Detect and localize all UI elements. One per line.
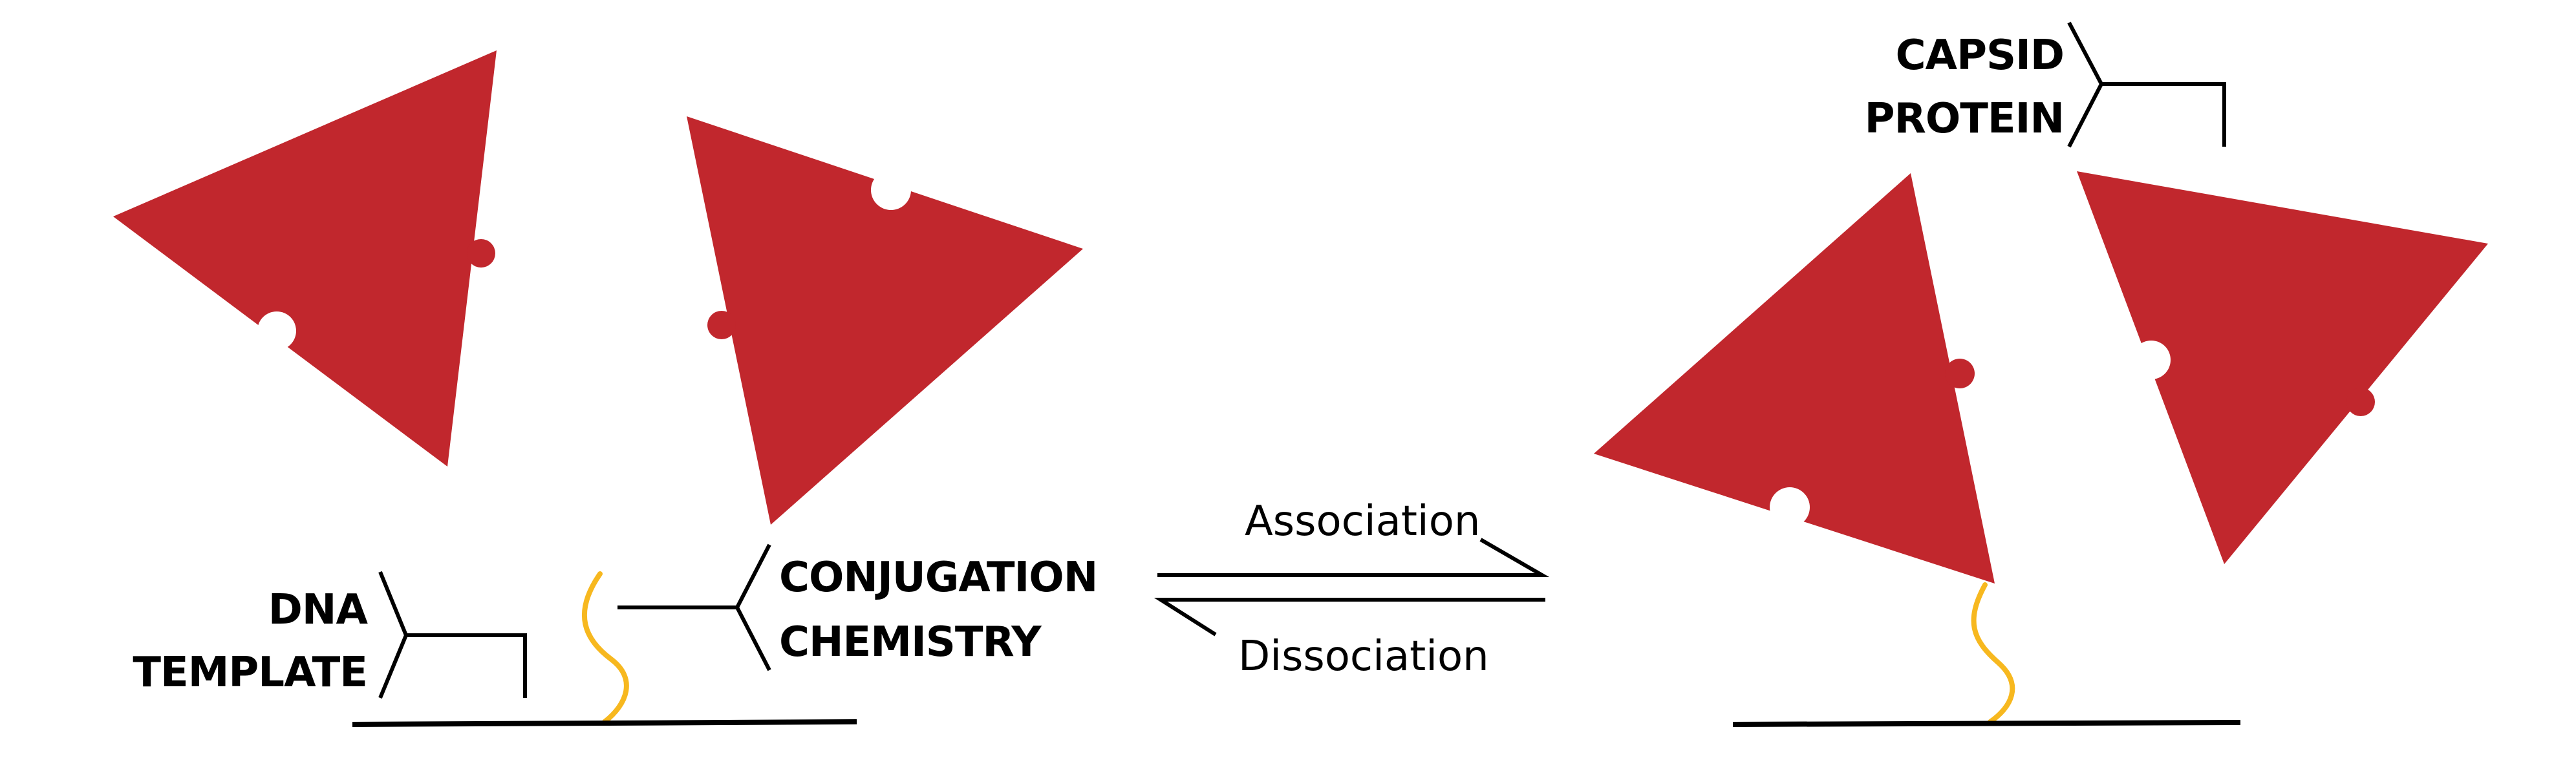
dissociation-label: Dissociation [1238,633,1489,680]
capsid-protein-left-2 [687,116,1083,525]
capsid-protein-right-1 [1594,173,1995,584]
conjugation-label-line2: CHEMISTRY [779,618,1042,666]
association-label: Association [1245,498,1480,545]
dissociation-arrow [1154,598,1545,637]
conjugation-chemistry-callout: CONJUGATION CHEMISTRY [617,543,1112,672]
capsid-protein-right-2 [2077,171,2488,564]
conjugation-label-line1: CONJUGATION [779,554,1097,602]
dna-template-baseline-right [1732,720,2241,727]
dna-template-baseline-left [352,719,857,727]
dna-strand-right [1971,582,2015,724]
equilibrium-arrows: Association Dissociation [1154,498,1550,680]
capsid-label-line2: PROTEIN [1865,95,2064,143]
capsid-protein-left-1 [113,50,497,467]
capsid-protein-callout: CAPSID PROTEIN [1739,21,2226,149]
dna-strand-left [582,571,629,724]
association-arrow [1157,538,1550,577]
dna-template-label-line1: DNA [268,586,369,634]
dna-template-label-line2: TEMPLATE [133,649,367,697]
dna-template-callout: DNA TEMPLATE [39,570,527,700]
capsid-label-line1: CAPSID [1896,32,2064,79]
